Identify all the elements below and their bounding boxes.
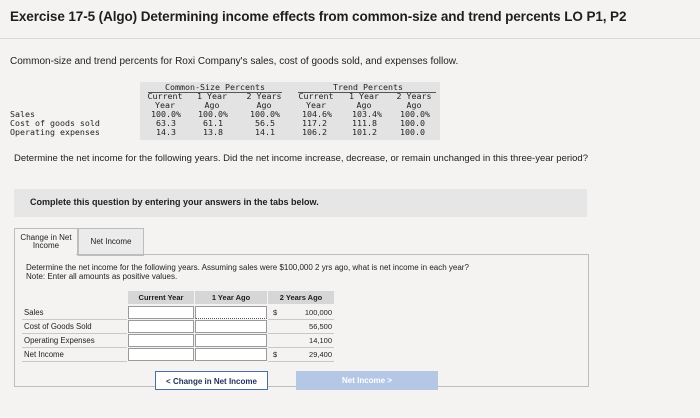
cell: 100.0% <box>151 109 181 119</box>
cell: 14.3 <box>156 127 176 137</box>
cell: 101.2 <box>352 127 377 137</box>
panel-top-border <box>76 254 588 255</box>
net-income-current-year-input[interactable] <box>128 348 194 361</box>
tab-label: Change in Net Income <box>20 233 72 250</box>
col-header-1yr: 1 Year Ago <box>197 91 227 110</box>
prev-button-label: Change in Net Income <box>172 377 257 386</box>
col-header-2yr: 2 Years Ago <box>396 91 432 110</box>
cell: 14.1 <box>255 127 275 137</box>
cell: 63.3 <box>156 118 176 128</box>
col-header-current: Current Year <box>298 91 334 110</box>
question-text: Determine the net income for the followi… <box>14 153 589 164</box>
row-label-cogs: Cost of goods sold <box>10 118 100 128</box>
cell: 100.0% <box>400 109 430 119</box>
banner-text: Complete this question by entering your … <box>30 197 319 207</box>
cell: 13.8 <box>203 127 223 137</box>
row-label-opex: Operating Expenses <box>22 334 127 348</box>
dollar-sign: $ <box>273 350 278 359</box>
cell: 106.2 <box>302 127 327 137</box>
tab-label: Net Income <box>90 237 132 246</box>
cell: 100.0% <box>250 109 280 119</box>
col-header-current: Current Year <box>147 91 183 110</box>
row-label-cogs: Cost of Goods Sold <box>22 320 127 334</box>
col-header-2yr: 2 Years Ago <box>246 91 282 110</box>
col-header-current-year: Current Year <box>128 291 194 304</box>
cell: 100.0 <box>400 118 425 128</box>
next-button-label: Net Income <box>341 376 386 385</box>
chevron-right-icon: > <box>387 376 393 385</box>
chevron-left-icon: < <box>166 377 171 386</box>
cell: 117.2 <box>302 118 327 128</box>
col-header-1yr: 1 Year Ago <box>349 91 379 110</box>
col-header-1-year-ago: 1 Year Ago <box>195 291 267 304</box>
common-size-group-header: Common-Size Percents <box>165 82 265 92</box>
next-tab-button[interactable]: Net Income > <box>296 371 438 390</box>
sales-current-year-input[interactable] <box>128 306 194 319</box>
tab-instructions: Determine the net income for the followi… <box>26 263 469 281</box>
row-label-sales: Sales <box>22 306 127 320</box>
net-income-1-year-ago-input[interactable] <box>195 348 267 361</box>
cogs-current-year-input[interactable] <box>128 320 194 333</box>
tab-net-income[interactable]: Net Income <box>78 228 144 256</box>
cell: 104.6% <box>302 109 332 119</box>
cell: 100.0% <box>198 109 228 119</box>
row-label-net-income: Net Income <box>22 348 127 362</box>
opex-1-year-ago-input[interactable] <box>195 334 267 347</box>
cell: 100.0 <box>400 127 425 137</box>
cogs-1-year-ago-input[interactable] <box>195 320 267 333</box>
prev-tab-button[interactable]: < Change in Net Income <box>155 371 268 390</box>
net-income-2-years-ago-value: 29,400 <box>268 348 334 362</box>
instruction-line: Determine the net income for the followi… <box>26 263 469 272</box>
cogs-2-years-ago-value: 56,500 <box>268 320 334 334</box>
dollar-sign: $ <box>273 308 278 317</box>
opex-current-year-input[interactable] <box>128 334 194 347</box>
common-size-trend-table: Common-Size Percents Trend Percents Curr… <box>10 82 440 140</box>
page-title: Exercise 17-5 (Algo) Determining income … <box>10 9 627 24</box>
group-underline <box>148 92 282 93</box>
cell: 61.1 <box>203 118 223 128</box>
sales-1-year-ago-input[interactable] <box>195 306 267 319</box>
intro-text: Common-size and trend percents for Roxi … <box>10 56 459 67</box>
tab-change-in-net-income[interactable]: Change in Net Income <box>14 228 78 256</box>
row-label-opex: Operating expenses <box>10 127 100 137</box>
col-header-2-years-ago: 2 Years Ago <box>268 291 334 304</box>
table-shading <box>140 82 440 140</box>
note-line: Note: Enter all amounts as positive valu… <box>26 272 178 281</box>
trend-group-header: Trend Percents <box>333 82 403 92</box>
cell: 111.8 <box>352 118 377 128</box>
divider <box>0 38 700 39</box>
cell: 56.5 <box>255 118 275 128</box>
cell: 103.4% <box>352 109 382 119</box>
instructions-banner: Complete this question by entering your … <box>14 189 587 217</box>
group-underline <box>298 92 436 93</box>
opex-2-years-ago-value: 14,100 <box>268 334 334 348</box>
sales-2-years-ago-value: 100,000 <box>268 306 334 320</box>
row-label-sales: Sales <box>10 109 35 119</box>
